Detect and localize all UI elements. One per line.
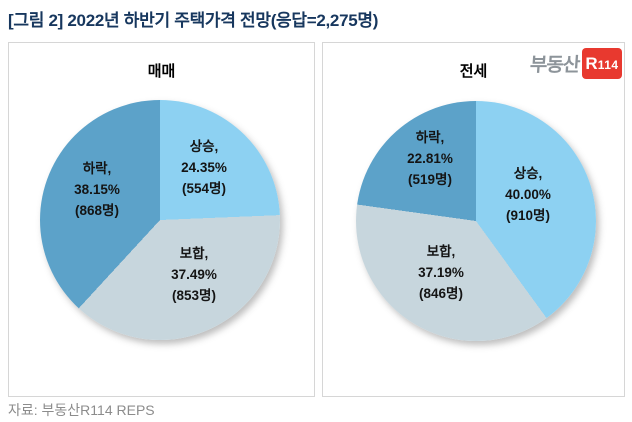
slice-label-line: 37.49%	[171, 267, 217, 282]
panel-maemae: 매매 상승, 24.35% (554명) 보합, 37.49% (853명) 하…	[8, 42, 315, 397]
pie-chart-maemae	[40, 100, 280, 340]
source-note: 자료: 부동산R114 REPS	[8, 402, 155, 418]
slice-label-line: (519명)	[408, 172, 452, 187]
pie-title-jeonse: 전세	[459, 63, 488, 80]
slice-label-line: 40.00%	[505, 187, 551, 202]
logo-text: 부동산	[528, 55, 580, 76]
slice-label-line: 37.19%	[418, 265, 464, 280]
slice-label-line: 38.15%	[74, 182, 120, 197]
slice-label-line: (910명)	[506, 208, 550, 223]
r114-logo: 부동산 R 114	[528, 48, 622, 79]
pie-title-maemae: 매매	[147, 63, 176, 80]
slice-label-line: (846명)	[419, 286, 463, 301]
slice-label-rise: 상승, 40.00% (910명)	[505, 163, 551, 226]
slice-label-line: (554명)	[182, 181, 226, 196]
slice-label-flat: 보합, 37.19% (846명)	[418, 241, 464, 304]
logo-badge: R 114	[582, 48, 622, 79]
slice-label-line: 24.35%	[181, 160, 227, 175]
slice-label-line: 22.81%	[407, 151, 453, 166]
slice-label-fall: 하락, 22.81% (519명)	[407, 127, 453, 190]
slice-label-line: (853명)	[172, 288, 216, 303]
slice-label-line: 상승,	[189, 139, 219, 154]
slice-label-flat: 보합, 37.49% (853명)	[171, 243, 217, 306]
slice-label-rise: 상승, 24.35% (554명)	[181, 136, 227, 199]
slice-label-fall: 하락, 38.15% (868명)	[74, 158, 120, 221]
pie-chart-jeonse	[356, 101, 596, 341]
figure-title: [그림 2] 2022년 하반기 주택가격 전망(응답=2,275명)	[8, 11, 379, 30]
panel-jeonse: 전세 부동산 R 114 하락, 22.81% (519명) 상승, 40.00%…	[322, 42, 625, 397]
logo-badge-r: R	[585, 54, 598, 73]
slice-label-line: 하락,	[415, 130, 445, 145]
slice-label-line: 보합,	[179, 246, 209, 261]
slice-label-line: 상승,	[513, 166, 543, 181]
slice-label-line: 하락,	[82, 161, 112, 176]
slice-label-line: 보합,	[426, 244, 456, 259]
logo-badge-number: 114	[597, 57, 619, 72]
slice-label-line: (868명)	[75, 203, 119, 218]
